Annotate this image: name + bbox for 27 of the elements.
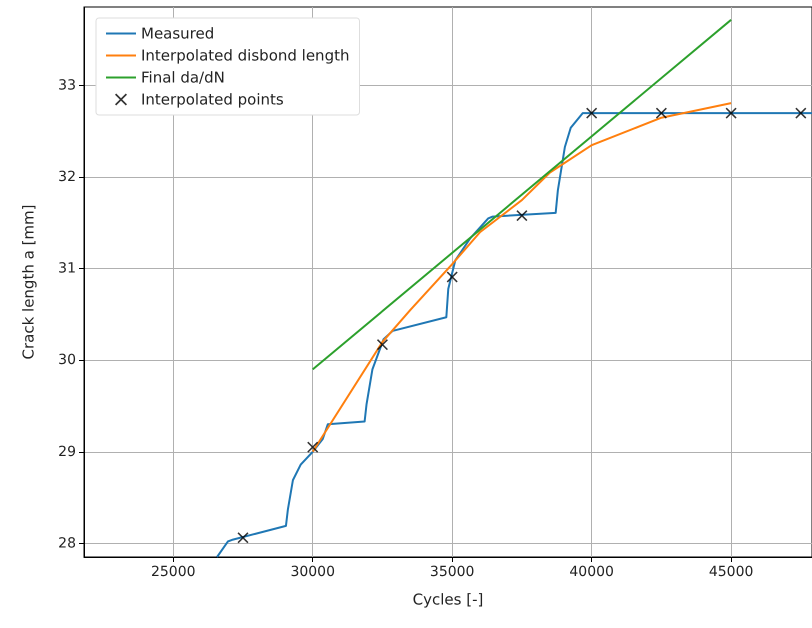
legend-label: Interpolated points <box>141 90 284 108</box>
y-tick-label: 33 <box>58 78 76 94</box>
x-tick-label: 40000 <box>569 564 614 580</box>
y-tick-label: 28 <box>58 535 76 552</box>
x-tick-label: 45000 <box>708 564 754 580</box>
x-tick-label: 25000 <box>150 564 196 580</box>
x-axis-title: Cycles [-] <box>412 590 484 608</box>
y-tick-label: 31 <box>58 260 76 277</box>
point <box>516 210 528 222</box>
legend-label: Interpolated disbond length <box>141 46 350 64</box>
line-series <box>216 112 812 558</box>
x-tick-label: 30000 <box>290 564 335 580</box>
point <box>307 442 318 453</box>
y-tick-label: 29 <box>58 444 76 460</box>
point <box>795 108 806 119</box>
point <box>237 532 248 544</box>
y-tick-label: 30 <box>58 352 76 368</box>
point <box>726 108 737 119</box>
y-tick-label: 32 <box>58 169 76 186</box>
legend-label: Final da/dN <box>141 68 225 86</box>
point <box>586 108 598 119</box>
legend-label: Measured <box>141 24 214 42</box>
point <box>656 108 667 119</box>
point <box>376 339 388 350</box>
point <box>446 271 458 282</box>
y-axis-title: Crack length a [mm] <box>20 204 38 360</box>
x-tick-label: 35000 <box>430 564 474 580</box>
